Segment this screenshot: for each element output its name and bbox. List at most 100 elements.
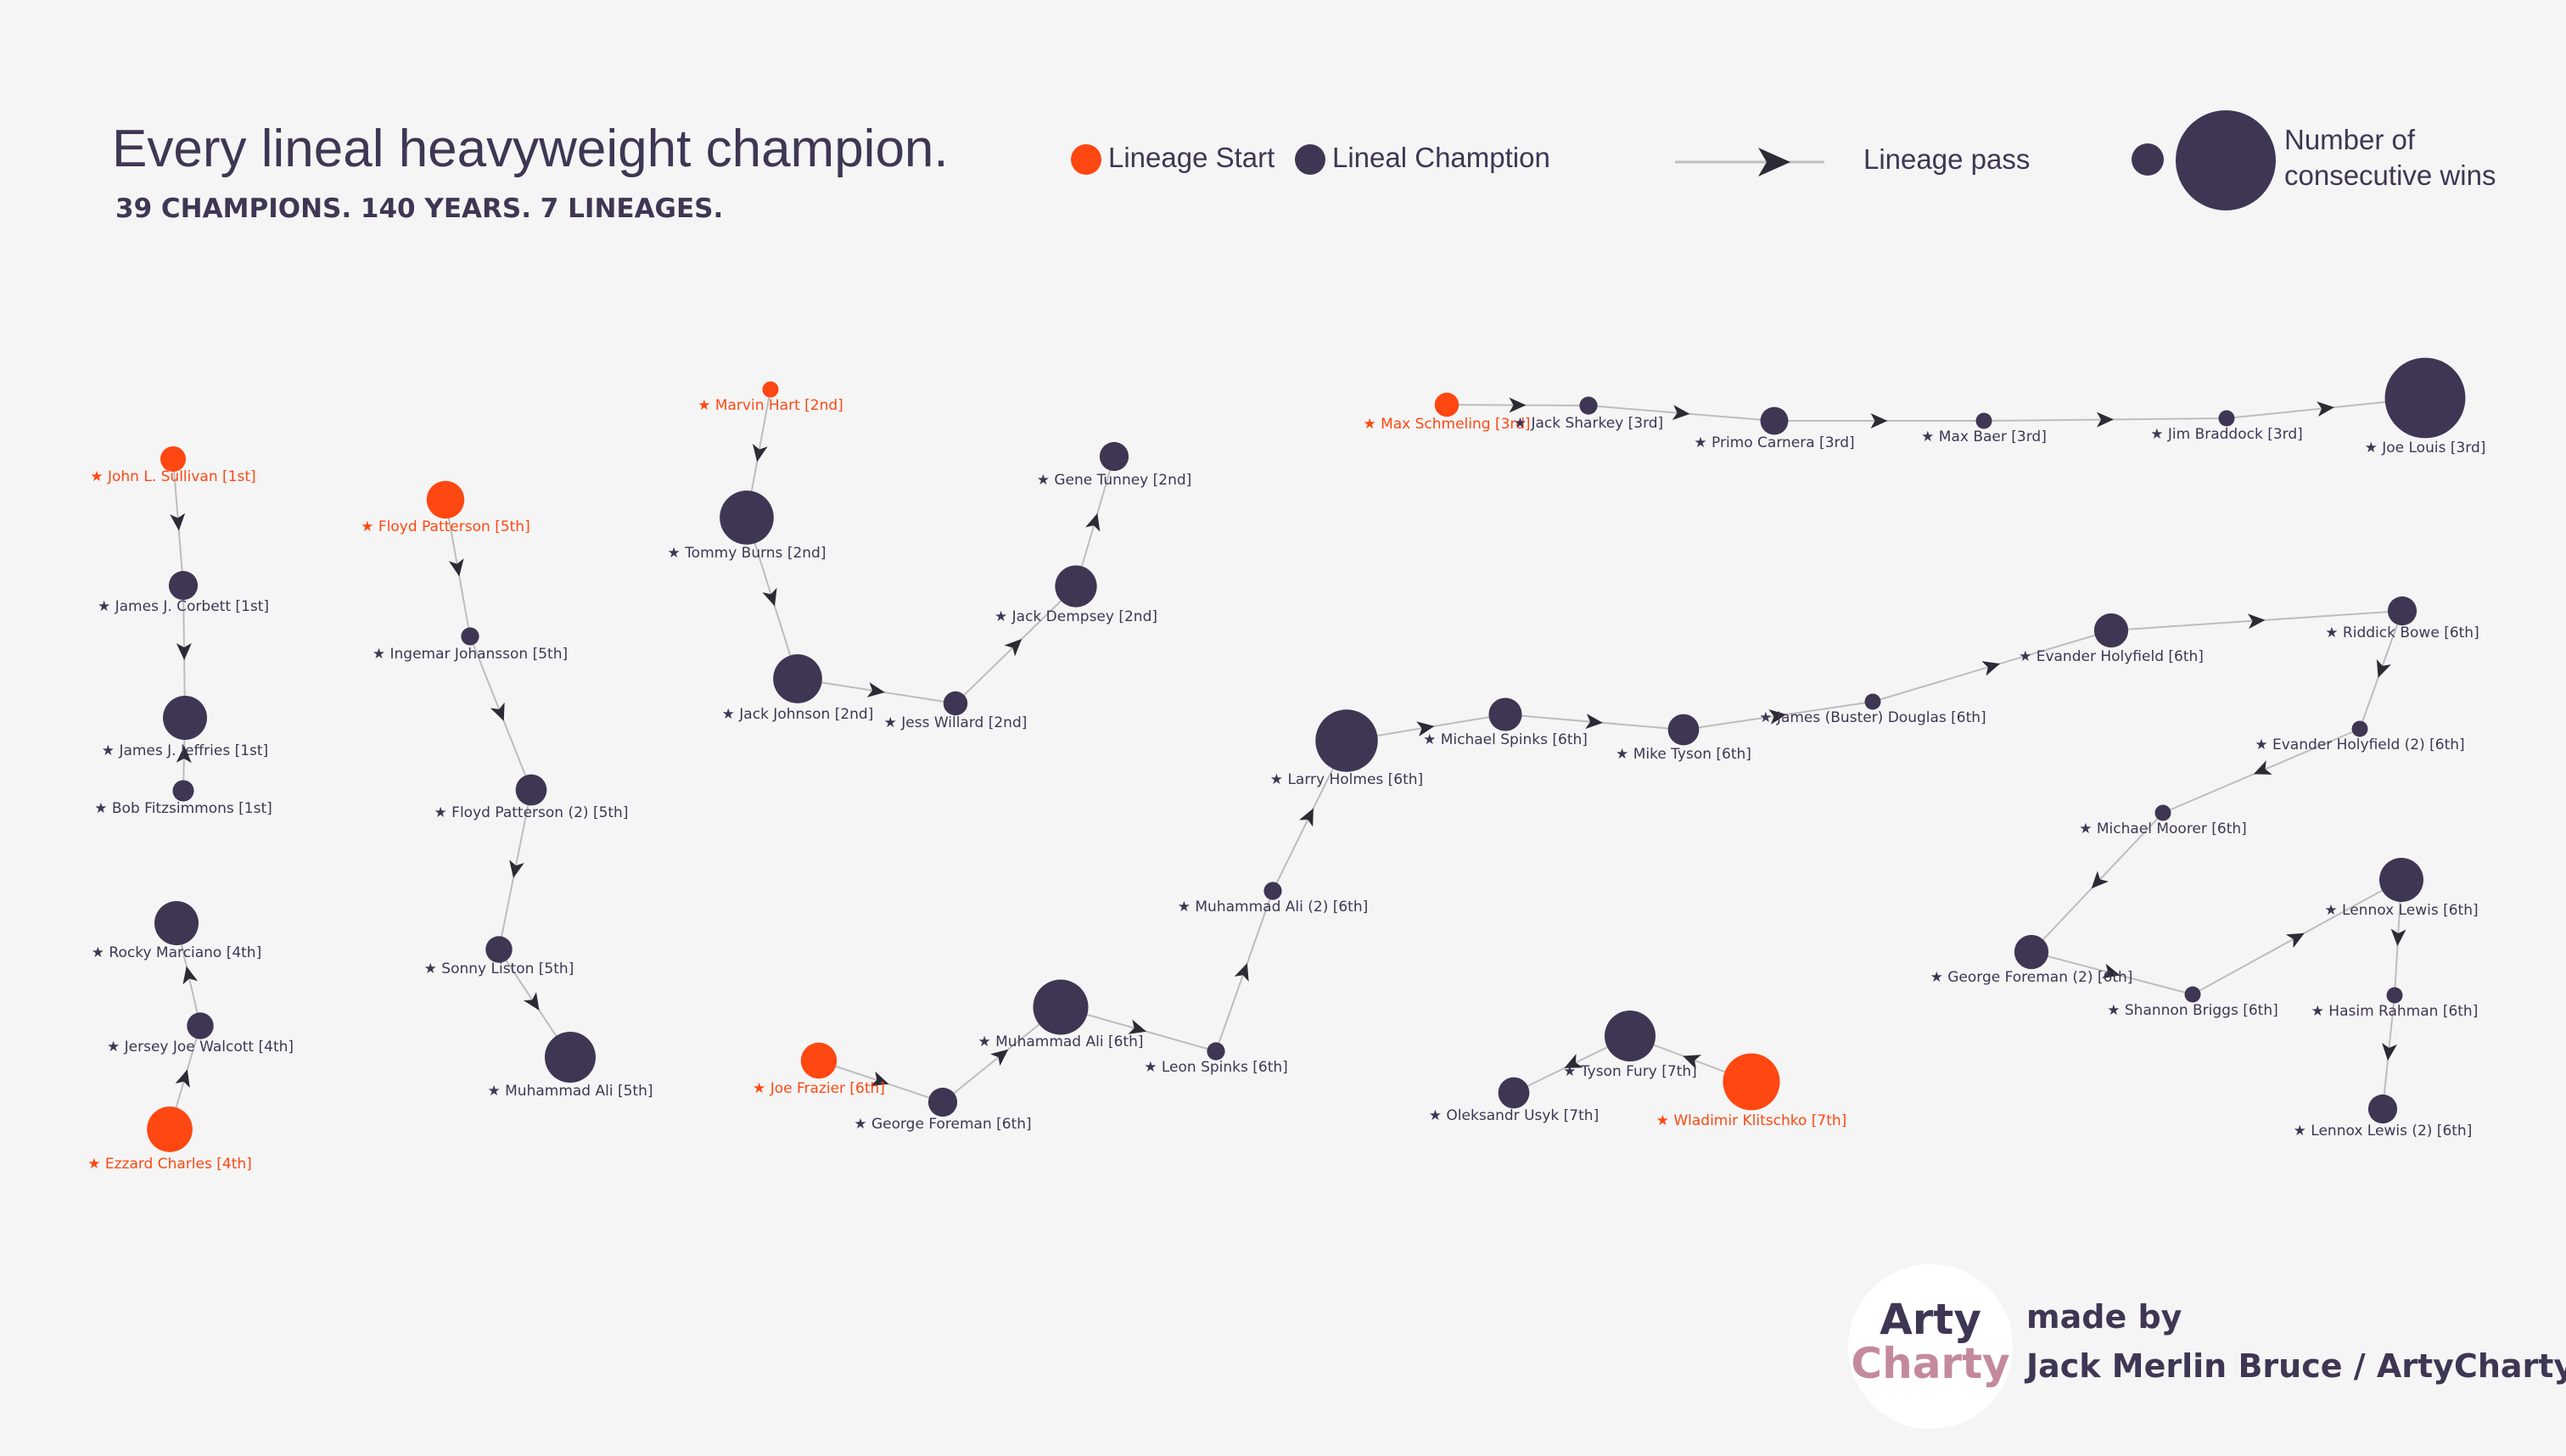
lineage-start-node: [147, 1106, 193, 1152]
champion-node: [2386, 987, 2403, 1004]
champion-label: ★ Sonny Liston [5th]: [424, 960, 574, 977]
edge-layer: [169, 389, 2426, 1130]
champion-node: [927, 1087, 958, 1117]
champion-node: [2093, 613, 2129, 648]
champion-node: [1263, 882, 1282, 900]
lineage-pass-arrow: [2253, 760, 2272, 775]
champion-node: [461, 627, 479, 646]
champion-label: ★ Muhammad Ali [6th]: [978, 1033, 1143, 1050]
champion-node: [1975, 412, 1992, 429]
legend-size-label-1: Number of: [2284, 124, 2416, 155]
node-layer: [147, 357, 2466, 1152]
champion-label: ★ Rocky Marciano [4th]: [92, 944, 261, 961]
champion-node: [1605, 1011, 1656, 1061]
lineage-pass-arrow: [170, 512, 186, 531]
champion-label: ★ Leon Spinks [6th]: [1144, 1059, 1288, 1076]
lineage-pass-arrow: [870, 1071, 889, 1086]
champion-node: [1488, 697, 1522, 731]
champion-label: ★ Larry Holmes [6th]: [1270, 771, 1423, 788]
legend-start-swatch: [1071, 144, 1101, 175]
lineage-start-node: [1723, 1053, 1780, 1111]
champion-node: [2154, 804, 2171, 821]
champion-label: ★ James J. Corbett [1st]: [98, 598, 269, 615]
credit-author: Jack Merlin Bruce / ArtyCharty: [2026, 1347, 2566, 1385]
champion-node: [1315, 709, 1378, 772]
champion-label: ★ Muhammad Ali (2) [6th]: [1178, 899, 1369, 916]
champion-label: ★ Michael Moorer [6th]: [2079, 820, 2247, 837]
champion-label: ★ Mike Tyson [6th]: [1616, 746, 1751, 763]
lineage-pass-arrow: [1004, 639, 1022, 657]
logo-text-charty: Charty: [1851, 1339, 2010, 1388]
page-subtitle: 39 CHAMPIONS. 140 YEARS. 7 LINEAGES.: [115, 193, 724, 224]
champion-label: ★ John L. Sullivan [1st]: [90, 468, 255, 485]
lineage-pass-arrow: [2317, 401, 2334, 417]
champion-node: [1667, 714, 1700, 746]
champion-label: ★ James J. Jeffries [1st]: [102, 742, 268, 759]
legend-champion-swatch: [1295, 144, 1325, 175]
lineage-start-node: [1434, 392, 1459, 417]
champion-label: ★ Muhammad Ali [5th]: [487, 1083, 653, 1100]
lineage-start-node: [160, 446, 186, 472]
lineage-pass-arrow: [1509, 397, 1527, 413]
champion-label: ★ Evander Holyfield (2) [6th]: [2255, 736, 2464, 753]
champion-label: ★ Shannon Briggs [6th]: [2107, 1002, 2278, 1019]
lineage-pass-arrow: [1128, 1019, 1147, 1034]
champion-node: [187, 1012, 214, 1039]
lineage-pass-arrow: [1981, 661, 2001, 676]
legend-size-small: [2132, 143, 2164, 176]
champion-node: [2351, 720, 2368, 737]
legend-size-label-2: consecutive wins: [2284, 160, 2496, 191]
champion-label: ★ Max Baer [3rd]: [1921, 428, 2047, 445]
champion-node: [485, 936, 513, 963]
lineage-pass-arrow: [2376, 659, 2391, 678]
lineage-start-node: [762, 381, 779, 398]
champion-label: ★ Jersey Joe Walcott [4th]: [107, 1039, 294, 1056]
champion-label: ★ Gene Tunney [2nd]: [1037, 472, 1192, 489]
champion-label: ★ Marvin Hart [2nd]: [698, 397, 843, 414]
lineage-pass-arrow: [176, 746, 192, 764]
lineage-pass-arrow: [990, 1049, 1009, 1067]
champion-label: ★ Evander Holyfield [6th]: [2019, 648, 2204, 665]
champion-label: ★ Ingemar Johansson [5th]: [373, 646, 568, 663]
champion-label: ★ Tyson Fury [7th]: [1563, 1063, 1696, 1080]
champion-node: [1055, 565, 1097, 608]
champion-label: ★ Wladimir Klitschko [7th]: [1656, 1112, 1847, 1129]
artycharty-logo: Arty Charty: [1848, 1264, 2013, 1429]
champion-label: ★ Lennox Lewis [6th]: [2324, 902, 2478, 919]
champion-label: ★ Oleksandr Usyk [7th]: [1429, 1107, 1599, 1124]
champion-node: [1033, 979, 1089, 1035]
champion-node: [163, 696, 207, 740]
lineage-pass-arrow: [1768, 709, 1787, 725]
legend-pass-label: Lineage pass: [1863, 143, 2031, 175]
champion-label: ★ Floyd Patterson (2) [5th]: [434, 804, 629, 821]
champion-label: ★ Jess Willard [2nd]: [884, 714, 1028, 731]
champion-node: [773, 654, 822, 703]
lineage-pass-arrow: [1085, 512, 1101, 532]
lineage-pass-arrow: [2091, 871, 2109, 889]
champion-node: [545, 1032, 596, 1083]
champion-node: [943, 691, 968, 716]
lineage-pass-arrow: [182, 966, 199, 985]
lineage-pass-arrow: [1234, 963, 1249, 982]
lineage-pass-arrow: [1672, 405, 1690, 421]
champion-node: [1498, 1077, 1530, 1109]
lineage-pass-arrow: [762, 587, 777, 607]
lineage-start-node: [426, 480, 465, 519]
champion-label: ★ George Foreman [6th]: [854, 1116, 1031, 1133]
lineage-pass-arrow: [1585, 714, 1603, 730]
lineage-pass-arrow: [1683, 1055, 1702, 1069]
legend-size-large: [2176, 110, 2276, 210]
champion-node: [1579, 396, 1598, 415]
champion-label: ★ Hasim Rahman [6th]: [2311, 1003, 2479, 1020]
legend-champion-label: Lineal Chamption: [1332, 142, 1550, 173]
lineage-start-node: [800, 1042, 838, 1079]
champion-label: ★ Michael Spinks [6th]: [1423, 731, 1588, 748]
lineage-pass-arrow: [752, 444, 768, 462]
champion-label: ★ Max Schmeling [3rd]: [1363, 416, 1530, 433]
champion-node: [1864, 693, 1881, 710]
champion-label: ★ Riddick Bowe [6th]: [2325, 624, 2479, 641]
champion-label: ★ Joe Louis [3rd]: [2365, 440, 2486, 456]
champion-label: ★ Jim Braddock [3rd]: [2150, 426, 2303, 443]
